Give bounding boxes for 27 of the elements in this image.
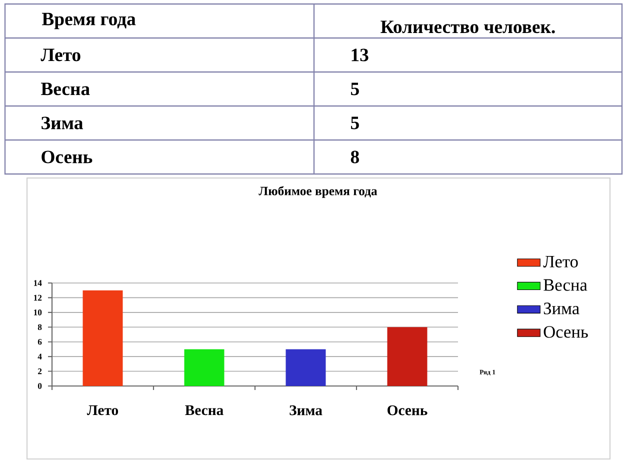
data-label: 13	[352, 48, 368, 62]
legend-label: Лето	[543, 256, 578, 268]
y-tick-label: 12	[34, 294, 42, 301]
x-tick-label: Весна	[185, 405, 224, 416]
y-tick-label: 10	[34, 310, 42, 316]
y-tick-label: Весна	[41, 82, 90, 96]
legend-label: Весна	[544, 279, 588, 291]
data-label: 5	[351, 82, 359, 96]
data-label: 5	[351, 116, 359, 130]
x-tick-label: Количество человек.	[380, 20, 555, 34]
y-tick-label: 8	[38, 324, 42, 330]
legend-label: Осень	[544, 326, 588, 338]
y-tick-label: 2	[38, 368, 42, 374]
y-tick-label: 0	[38, 383, 42, 389]
y-tick-label: 6	[38, 338, 42, 345]
y-tick-label: 14	[34, 280, 42, 286]
chart-title: Любимое время года	[258, 186, 378, 198]
x-tick-label: Лето	[86, 405, 118, 416]
x-tick-label: Осень	[388, 405, 428, 416]
y-tick-label: Лето	[40, 48, 80, 62]
y-axis-title: Время года	[42, 12, 136, 30]
data-label: 8	[350, 150, 359, 164]
legend-label: Зима	[544, 302, 580, 314]
y-tick-label: 4	[38, 354, 42, 360]
x-tick-label: Зима	[290, 405, 322, 416]
y-tick-label: Зима	[42, 116, 83, 130]
y-tick-label: Осень	[42, 150, 92, 164]
